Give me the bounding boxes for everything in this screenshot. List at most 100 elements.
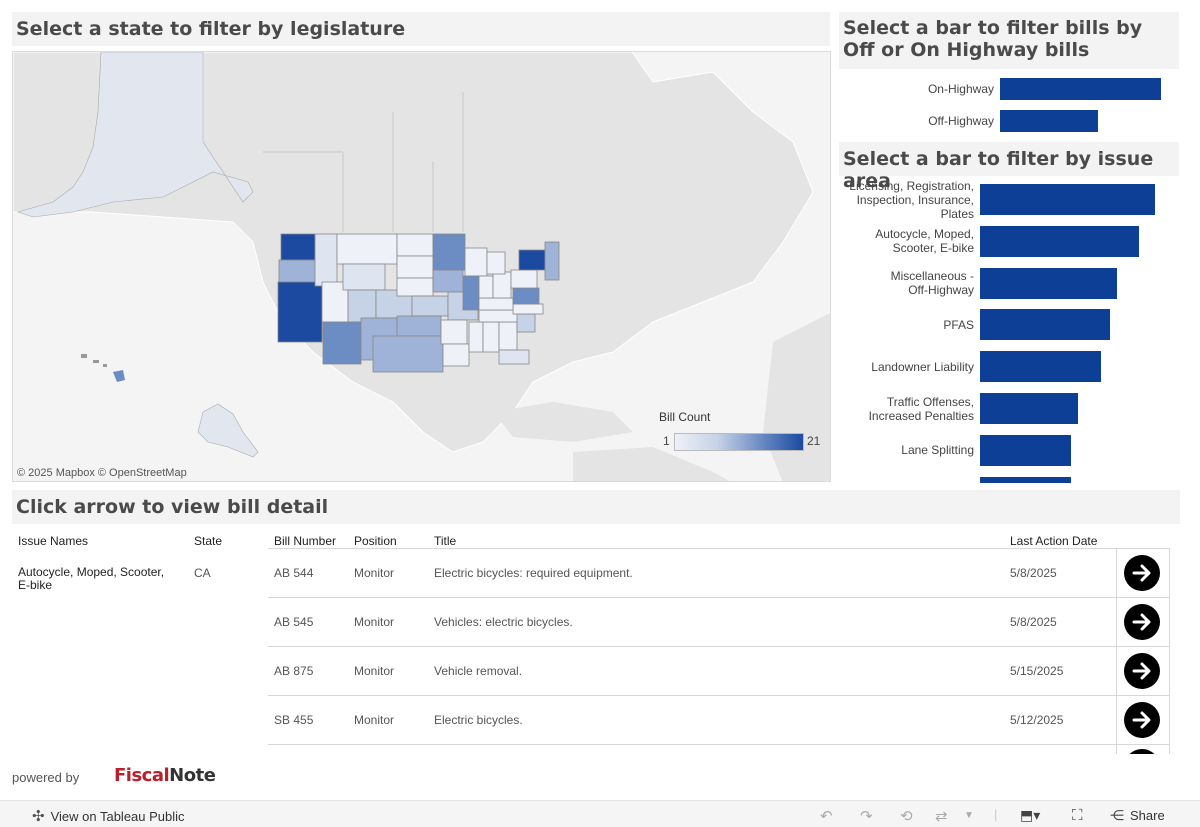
share-icon: ⋲ xyxy=(1110,807,1124,823)
redo-icon[interactable]: ↷ xyxy=(860,808,873,825)
hawaii-islets xyxy=(81,354,107,367)
state-wa xyxy=(280,233,316,261)
state-ne xyxy=(396,277,434,297)
legend-min-value: 1 xyxy=(663,434,670,448)
state-oh xyxy=(492,271,512,299)
position-cell: Monitor xyxy=(354,664,395,678)
last-action-date-cell: 5/8/2025 xyxy=(1010,566,1057,580)
state-sd xyxy=(396,255,434,279)
title-cell: Vehicles: electric bicycles. xyxy=(434,615,573,629)
col-header-bill-number: Bill Number xyxy=(274,534,337,548)
issue-bar[interactable] xyxy=(980,267,1117,299)
download-icon[interactable]: ⬒▾ xyxy=(1020,807,1041,823)
issue-panel-title: Select a bar to filter by issue area xyxy=(839,142,1179,192)
view-on-tableau-button[interactable]: ✣ View on Tableau Public xyxy=(32,807,185,825)
state-va xyxy=(512,287,540,305)
issue-bar-label: Awareness, Rider Ed xyxy=(839,477,974,483)
state-az xyxy=(322,321,362,365)
state-or xyxy=(278,259,318,283)
view-bill-detail-button[interactable] xyxy=(1124,555,1160,591)
canada-borders xyxy=(202,52,464,232)
state-in xyxy=(478,275,494,299)
state-ny xyxy=(518,249,546,271)
position-cell: Monitor xyxy=(354,566,395,580)
south-america-land xyxy=(573,447,730,481)
col-header-issue: Issue Names xyxy=(18,534,89,548)
state-al xyxy=(482,321,500,353)
col-header-title: Title xyxy=(434,534,457,548)
state-alaska[interactable] xyxy=(16,52,254,218)
arrow-column xyxy=(1116,548,1170,754)
view-bill-detail-button[interactable] xyxy=(1124,653,1160,689)
issue-bar-label: Traffic Offenses, Increased Penalties xyxy=(868,394,974,423)
last-action-date-cell: 5/8/2025 xyxy=(1010,615,1057,629)
issue-bar-label: Licensing, Registration, Inspection, Ins… xyxy=(849,178,974,221)
state-ar xyxy=(440,319,468,345)
state-ok xyxy=(396,315,442,337)
state-ks xyxy=(411,295,449,317)
tableau-logo-icon: ✣ xyxy=(32,808,45,825)
state-mn xyxy=(432,233,466,271)
state-wy xyxy=(342,263,386,291)
legend-color-scale xyxy=(674,433,804,451)
state-id xyxy=(314,233,338,287)
state-hawaii[interactable] xyxy=(113,370,125,382)
highway-bar-row[interactable]: On-Highway xyxy=(839,78,1179,100)
highway-bar-row[interactable]: Off-Highway xyxy=(839,110,1179,132)
view-bill-detail-button[interactable] xyxy=(1124,604,1160,640)
highway-bar[interactable] xyxy=(1000,110,1098,132)
issue-bar[interactable] xyxy=(980,476,1071,483)
bill-number-cell: AB 875 xyxy=(274,664,314,678)
highway-panel-title: Select a bar to filter bills by Off or O… xyxy=(839,12,1179,69)
arrow-right-icon xyxy=(1132,613,1151,631)
view-bill-detail-button[interactable] xyxy=(1124,702,1160,738)
fiscalnote-logo[interactable]: FiscalNote xyxy=(114,765,216,786)
last-action-date-cell: 5/12/2025 xyxy=(1010,713,1064,727)
logo-note-text: Note xyxy=(169,765,216,786)
title-cell: Electric bicycles. xyxy=(434,713,523,727)
state-ms xyxy=(468,321,484,353)
col-header-position: Position xyxy=(354,534,397,548)
issue-bar[interactable] xyxy=(980,393,1078,424)
share-button[interactable]: ⋲ Share xyxy=(1110,807,1165,824)
us-states[interactable] xyxy=(277,233,560,373)
pause-dropdown-icon[interactable]: ▼ xyxy=(964,810,974,821)
revert-icon[interactable]: ⟲ xyxy=(900,808,913,825)
next-row-arrow-clipped[interactable] xyxy=(1124,749,1160,754)
highway-bar[interactable] xyxy=(1000,78,1161,100)
issue-bar[interactable] xyxy=(980,225,1139,257)
table-panel-title: Click arrow to view bill detail xyxy=(12,490,1180,524)
issue-bar[interactable] xyxy=(980,309,1110,341)
issue-bar[interactable] xyxy=(980,351,1101,383)
state-ut xyxy=(347,289,377,323)
position-cell: Monitor xyxy=(354,615,395,629)
state-mi xyxy=(486,251,506,275)
state-new-england xyxy=(544,241,560,281)
state-ia xyxy=(432,269,464,293)
row-divider xyxy=(268,646,1170,647)
map-canvas[interactable] xyxy=(13,52,831,482)
state-pa xyxy=(510,269,538,289)
map-attribution: © 2025 Mapbox © OpenStreetMap xyxy=(17,467,187,479)
state-il xyxy=(462,275,480,311)
state-alaska-inset[interactable] xyxy=(197,403,259,458)
state-wi xyxy=(464,247,488,277)
issue-bar-chart[interactable]: Licensing, Registration, Inspection, Ins… xyxy=(839,178,1179,483)
bill-number-cell: SB 455 xyxy=(274,713,314,727)
title-cell: Vehicle removal. xyxy=(434,664,523,678)
choropleth-map[interactable]: © 2025 Mapbox © OpenStreetMap Bill Count… xyxy=(12,51,831,482)
logo-fiscal-text: Fiscal xyxy=(114,765,170,786)
issue-bar[interactable] xyxy=(980,184,1155,215)
state-ca xyxy=(277,281,323,343)
fullscreen-icon[interactable]: ⛶ xyxy=(1072,807,1083,824)
state-fl xyxy=(498,349,530,365)
europe-land xyxy=(763,313,830,481)
last-action-date-cell: 5/15/2025 xyxy=(1010,664,1064,678)
issue-bar[interactable] xyxy=(980,434,1071,466)
refresh-icon[interactable]: ⇄ xyxy=(935,808,948,825)
issue-bar-label: Miscellaneous - Off-Highway xyxy=(890,269,974,298)
undo-icon[interactable]: ↶ xyxy=(820,808,833,825)
state-nv xyxy=(321,281,349,323)
row-divider xyxy=(268,597,1170,598)
title-cell: Electric bicycles: required equipment. xyxy=(434,566,633,580)
